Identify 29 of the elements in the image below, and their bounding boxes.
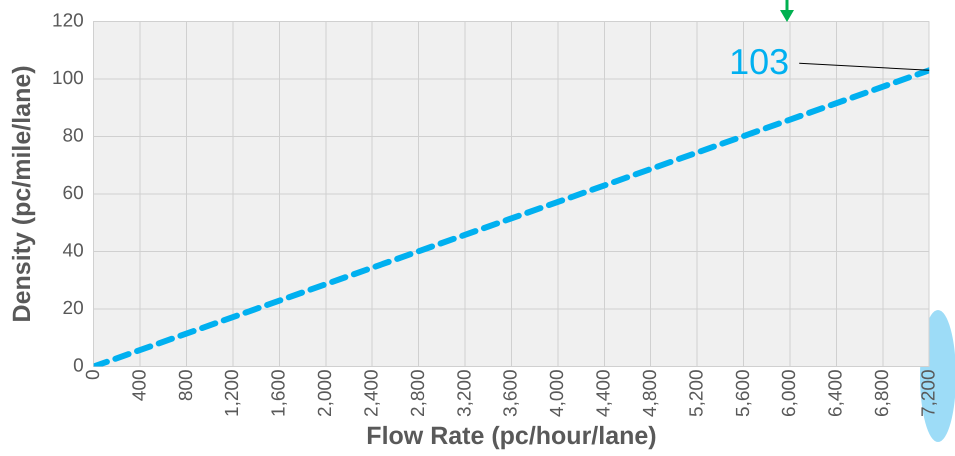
y-tick-label: 60 <box>62 183 84 204</box>
y-tick-label: 0 <box>73 356 84 377</box>
x-tick-label: 1,200 <box>222 369 244 417</box>
annotation: 103 <box>729 41 790 82</box>
x-tick-label: 5,600 <box>732 369 754 417</box>
x-tick-label: 3,200 <box>454 369 476 417</box>
x-tick-label: 2,400 <box>361 369 382 417</box>
x-tick-label: 6,800 <box>872 369 894 417</box>
x-tick-label: 5,200 <box>686 369 708 417</box>
x-tick-label: 1,600 <box>268 369 290 417</box>
x-tick-label: 7,200 <box>918 369 940 417</box>
x-axis-title: Flow Rate (pc/hour/lane) <box>366 422 657 450</box>
x-tick-label: 2,000 <box>315 369 336 417</box>
y-tick-label: 120 <box>52 10 84 32</box>
x-tick-label: 2,800 <box>408 369 429 417</box>
y-tick-label: 80 <box>62 126 84 147</box>
x-tick-label: 6,400 <box>826 369 847 417</box>
x-tick-label: 4,400 <box>594 369 615 417</box>
x-tick-label: 3,600 <box>500 369 522 417</box>
y-axis-title: Density (pc/mile/lane) <box>8 65 36 322</box>
x-tick-label: 6,000 <box>779 369 800 417</box>
y-tick-label: 100 <box>52 68 84 90</box>
x-tick-label: 800 <box>176 369 197 402</box>
x-tick-label: 0 <box>82 369 104 380</box>
x-tick-label: 400 <box>129 369 150 402</box>
x-tick-label: 4,000 <box>547 369 568 417</box>
x-tick-label: 4,800 <box>640 369 661 417</box>
y-tick-label: 20 <box>62 298 84 320</box>
y-tick-label: 40 <box>62 240 84 262</box>
